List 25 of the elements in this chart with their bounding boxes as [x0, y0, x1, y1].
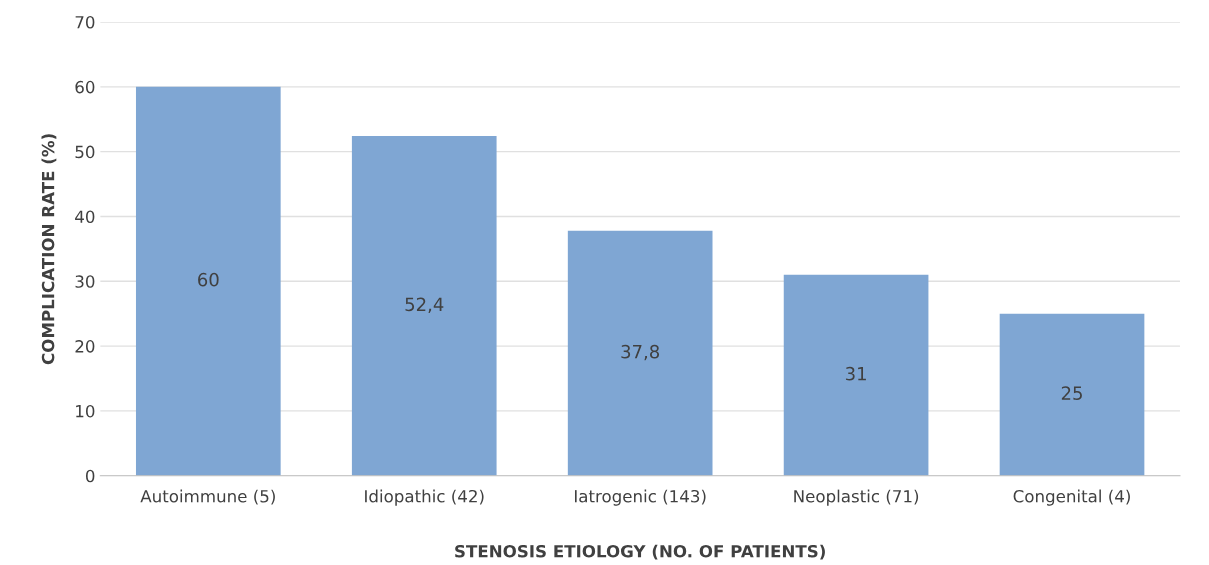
bar	[783, 274, 929, 476]
x-tick-label: Congenital (4)	[1013, 489, 1130, 506]
bar	[135, 86, 281, 476]
bar	[999, 313, 1145, 476]
y-axis-title: COMPLICATION RATE (%)	[41, 134, 57, 365]
y-tick-label: 0	[85, 469, 95, 483]
y-tick-label: 30	[75, 275, 95, 288]
y-tick-label: 50	[75, 145, 95, 159]
data-label: 60	[198, 272, 219, 287]
data-label: 25	[1061, 386, 1082, 400]
y-tick-label: 10	[76, 404, 95, 418]
data-label: 52,4	[405, 297, 444, 313]
x-tick-label: Neoplastic (71)	[794, 489, 919, 506]
bar	[567, 230, 713, 476]
data-label: 31	[845, 366, 866, 381]
y-tick-label: 40	[75, 210, 95, 224]
data-label: 37,8	[621, 344, 660, 361]
x-tick-label: Autoimmune (5)	[140, 489, 275, 505]
x-axis-title: STENOSIS ETIOLOGY (NO. OF PATIENTS)	[455, 544, 825, 560]
x-tick-label: Idiopathic (42)	[365, 489, 484, 506]
y-tick-label: 60	[75, 80, 95, 94]
x-tick-label: Iatrogenic (143)	[574, 489, 706, 506]
bar	[351, 136, 497, 476]
y-tick-label: 20	[75, 340, 95, 353]
y-tick-label: 70	[75, 16, 95, 29]
